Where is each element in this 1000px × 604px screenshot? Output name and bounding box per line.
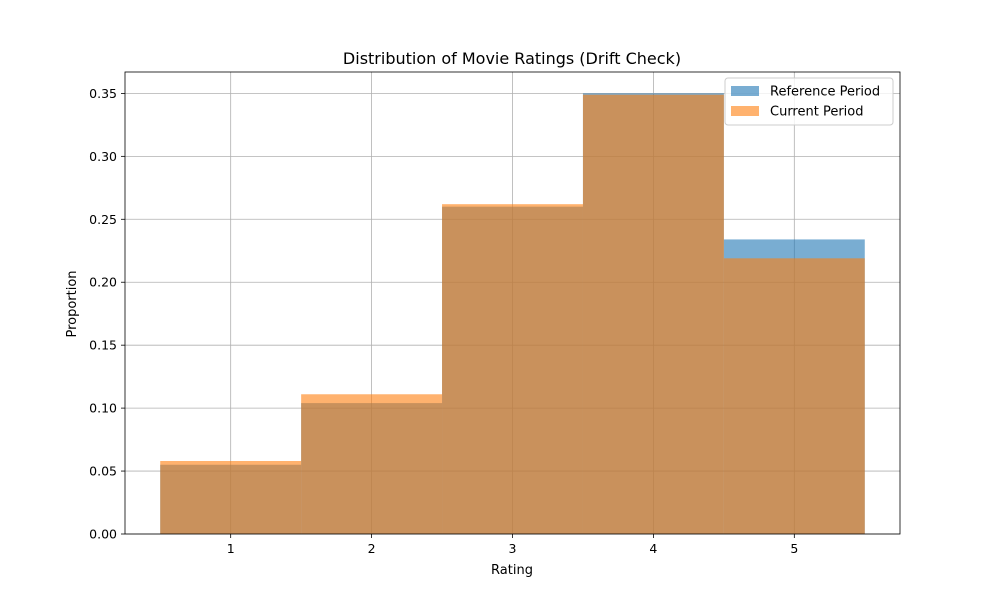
legend-swatch bbox=[731, 86, 759, 96]
current-period-bar bbox=[301, 394, 443, 534]
x-axis-label: Rating bbox=[491, 563, 533, 578]
y-axis-label: Proportion bbox=[65, 270, 80, 337]
axes bbox=[121, 71, 901, 538]
tick-labels: 1 2 3 4 5 0.00 0.05 0.10 0.15 0.20 0.25 0.30 0.35 bbox=[89, 86, 798, 556]
plot-frame bbox=[124, 71, 901, 535]
current-period-bar bbox=[723, 258, 865, 534]
current-period-bar bbox=[582, 94, 724, 535]
legend: Reference Period Current Period bbox=[724, 77, 894, 126]
x-tick-label: 1 bbox=[227, 541, 235, 556]
x-tick-label: 4 bbox=[649, 541, 657, 556]
current-period-bar bbox=[442, 204, 583, 534]
chart-title: Distribution of Movie Ratings (Drift Che… bbox=[343, 49, 681, 68]
current-period-bar bbox=[160, 460, 302, 534]
y-tick-label: 0.25 bbox=[89, 212, 117, 227]
histogram-bars bbox=[160, 93, 865, 535]
legend-swatch bbox=[731, 106, 759, 116]
y-tick-label: 0.05 bbox=[89, 464, 117, 479]
y-tick-label: 0.35 bbox=[89, 86, 117, 101]
y-tick-label: 0.15 bbox=[89, 338, 117, 353]
legend-label: Current Period bbox=[770, 105, 864, 120]
y-tick-label: 0.00 bbox=[89, 527, 117, 542]
x-tick-label: 2 bbox=[368, 541, 376, 556]
x-tick-label: 3 bbox=[509, 541, 517, 556]
y-tick-label: 0.10 bbox=[89, 401, 117, 416]
legend-label: Reference Period bbox=[770, 85, 880, 100]
x-tick-label: 5 bbox=[790, 541, 798, 556]
legend-box bbox=[724, 77, 894, 126]
y-tick-label: 0.30 bbox=[89, 149, 117, 164]
y-tick-label: 0.20 bbox=[89, 275, 117, 290]
